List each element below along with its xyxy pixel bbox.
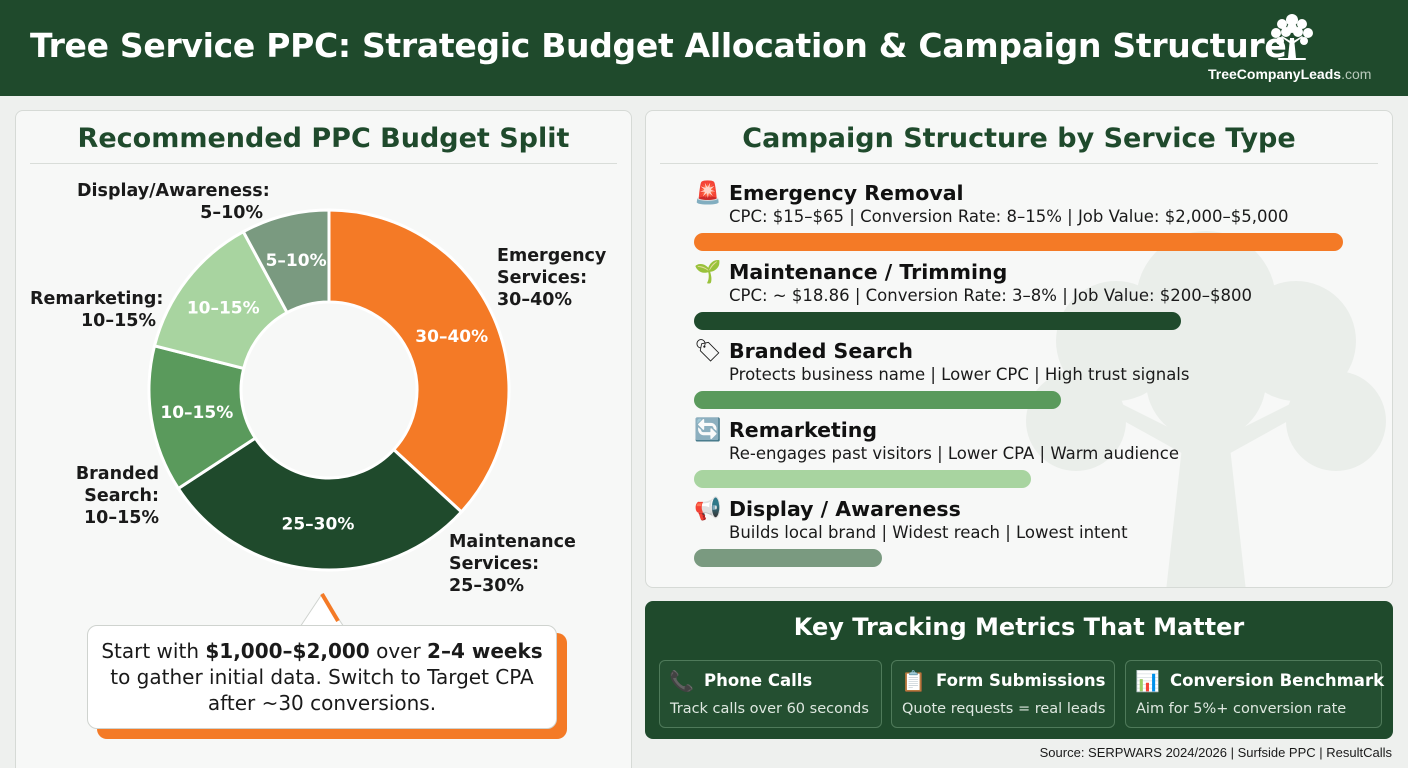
- megaphone-icon: 📢: [694, 497, 722, 522]
- tree-watermark-icon: [1026, 231, 1386, 587]
- metric-card-forms: 📋 Form Submissions Quote requests = real…: [891, 660, 1115, 728]
- phone-icon: 📞: [669, 669, 694, 693]
- slice-display-label: 5–10%: [266, 251, 327, 271]
- page-title: Tree Service PPC: Strategic Budget Alloc…: [30, 26, 1287, 65]
- metric-card-phone: 📞 Phone Calls Track calls over 60 second…: [659, 660, 882, 728]
- source-note: Source: SERPWARS 2024/2026 | Surfside PP…: [1039, 745, 1392, 760]
- campaign-title-emergency: Emergency Removal: [729, 181, 964, 205]
- metric-title: Conversion Benchmark: [1170, 671, 1385, 690]
- ext-label-maintenance: Maintenance Services: 25–30%: [449, 532, 576, 596]
- seedling-icon: 🌱: [694, 260, 722, 285]
- campaign-desc-maintenance: CPC: ~ $18.86 | Conversion Rate: 3–8% | …: [729, 286, 1253, 305]
- metric-title: Phone Calls: [704, 671, 813, 690]
- campaign-structure-panel: Campaign Structure by Service Type 🚨 Eme…: [645, 110, 1393, 588]
- budget-split-title: Recommended PPC Budget Split: [77, 123, 570, 154]
- refresh-icon: 🔄: [694, 418, 722, 443]
- divider: [660, 163, 1378, 164]
- campaign-title-display: Display / Awareness: [729, 497, 961, 521]
- siren-icon: 🚨: [694, 181, 722, 206]
- campaign-desc-branded: Protects business name | Lower CPC | Hig…: [729, 365, 1190, 384]
- tracking-metrics-title: Key Tracking Metrics That Matter: [793, 613, 1245, 641]
- clipboard-icon: 📋: [901, 669, 926, 693]
- campaign-bar-display: [694, 549, 883, 567]
- ext-label-branded: Branded Search: 10–15%: [75, 464, 159, 528]
- metric-card-conversion: 📊 Conversion Benchmark Aim for 5%+ conve…: [1125, 660, 1385, 728]
- campaign-bar-maintenance: [694, 312, 1181, 330]
- slice-emergency-label: 30–40%: [415, 327, 488, 347]
- campaign-desc-display: Builds local brand | Widest reach | Lowe…: [729, 523, 1128, 542]
- tag-icon: 🏷: [694, 339, 722, 364]
- metric-title: Form Submissions: [936, 671, 1106, 690]
- metric-desc: Quote requests = real leads: [902, 701, 1106, 717]
- campaign-title-maintenance: Maintenance / Trimming: [729, 260, 1008, 284]
- metric-desc: Aim for 5%+ conversion rate: [1136, 701, 1347, 717]
- slice-maintenance-label: 25–30%: [282, 515, 355, 535]
- tracking-metrics-panel: Key Tracking Metrics That Matter 📞 Phone…: [645, 601, 1393, 739]
- campaign-desc-emergency: CPC: $15–$65 | Conversion Rate: 8–15% | …: [729, 207, 1289, 226]
- divider: [30, 163, 617, 164]
- slice-emergency: [327, 208, 511, 515]
- campaign-structure-title: Campaign Structure by Service Type: [742, 123, 1296, 154]
- budget-donut-chart: 30–40% 25–30% 10–15% 10–15% 5–10%: [147, 208, 511, 572]
- metric-desc: Track calls over 60 seconds: [670, 701, 869, 717]
- tree-logo-icon: [1271, 14, 1313, 60]
- campaign-bar-branded: [694, 391, 1061, 409]
- slice-maintenance: [176, 436, 464, 572]
- slice-display: [241, 208, 331, 315]
- campaign-title-remarketing: Remarketing: [729, 418, 878, 442]
- campaign-title-branded: Branded Search: [729, 339, 913, 363]
- ext-label-display: Display/Awareness: 5–10%: [77, 181, 270, 223]
- ext-label-emergency: Emergency Services: 30–40%: [497, 246, 607, 310]
- campaign-bar-remarketing: [694, 470, 1032, 488]
- slice-remarketing-label: 10–15%: [187, 299, 260, 319]
- bar-chart-icon: 📊: [1135, 669, 1160, 693]
- slice-branded-label: 10–15%: [160, 403, 233, 423]
- campaign-bar-emergency: [694, 233, 1343, 251]
- campaign-desc-remarketing: Re-engages past visitors | Lower CPA | W…: [729, 444, 1179, 463]
- logo-wordmark: TreeCompanyLeads.com: [1208, 66, 1372, 82]
- budget-callout: Start with $1,000–$2,000 over 2–4 weeks …: [87, 625, 557, 729]
- header-banner: Tree Service PPC: Strategic Budget Alloc…: [0, 0, 1408, 96]
- ext-label-remarketing: Remarketing: 10–15%: [30, 289, 164, 331]
